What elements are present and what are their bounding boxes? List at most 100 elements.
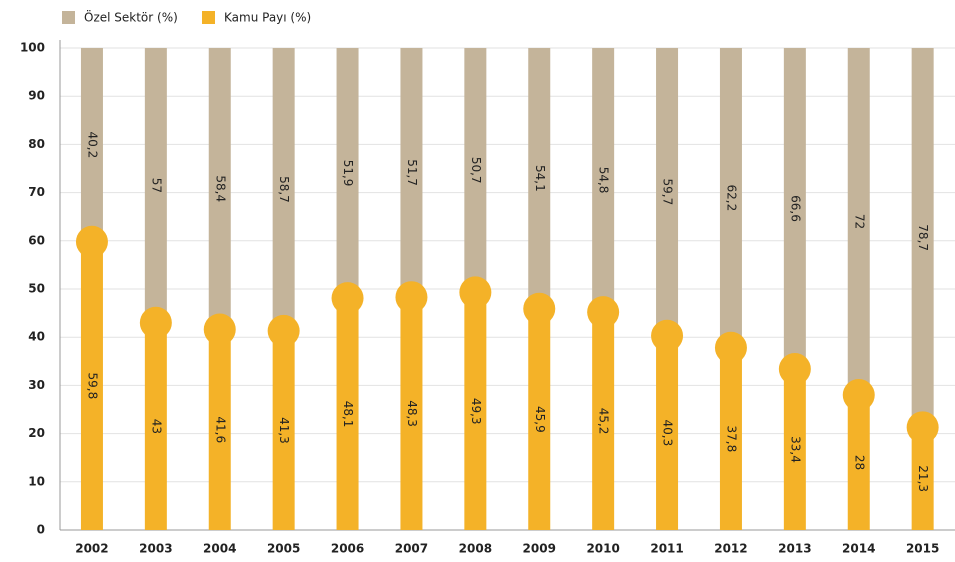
marker bbox=[587, 296, 620, 329]
bar-segment bbox=[911, 48, 934, 428]
legend-label: Özel Sektör (%) bbox=[84, 9, 178, 25]
value-label: 40,2 bbox=[85, 132, 99, 159]
value-label: 62,2 bbox=[724, 185, 738, 212]
legend-swatch bbox=[62, 11, 75, 24]
bar-segment bbox=[336, 48, 359, 299]
y-tick-label: 60 bbox=[28, 233, 45, 247]
bar-segment bbox=[719, 48, 742, 348]
value-label: 45,2 bbox=[597, 408, 611, 435]
y-tick-label: 0 bbox=[37, 523, 45, 537]
bar-segment bbox=[592, 312, 615, 530]
bar-segment bbox=[400, 48, 423, 298]
value-label: 50,7 bbox=[469, 157, 483, 184]
bar-segment bbox=[528, 48, 551, 309]
x-tick-label: 2007 bbox=[395, 542, 428, 556]
bar-segment bbox=[783, 369, 806, 530]
legend-swatch bbox=[202, 11, 215, 24]
bar-segment bbox=[80, 241, 103, 530]
x-tick-label: 2012 bbox=[714, 542, 747, 556]
x-tick-label: 2003 bbox=[139, 542, 172, 556]
value-label: 72 bbox=[852, 214, 866, 229]
value-label: 41,3 bbox=[277, 417, 291, 444]
x-tick-label: 2014 bbox=[842, 542, 875, 556]
y-tick-label: 100 bbox=[20, 41, 45, 55]
value-label: 37,8 bbox=[724, 426, 738, 453]
value-label: 48,1 bbox=[341, 401, 355, 428]
value-label: 66,6 bbox=[788, 195, 802, 222]
value-label: 51,7 bbox=[405, 159, 419, 186]
value-label: 51,9 bbox=[341, 160, 355, 187]
marker bbox=[139, 306, 172, 339]
bar-segment bbox=[464, 48, 487, 293]
x-tick-label: 2013 bbox=[778, 542, 811, 556]
marker bbox=[331, 282, 364, 315]
bar-segment bbox=[592, 48, 615, 313]
y-tick-label: 90 bbox=[28, 89, 45, 103]
value-label: 58,4 bbox=[213, 175, 227, 202]
value-label: 59,7 bbox=[661, 179, 675, 206]
x-tick-label: 2005 bbox=[267, 542, 300, 556]
bar-segment bbox=[464, 292, 487, 530]
x-tick-label: 2008 bbox=[459, 542, 492, 556]
marker bbox=[906, 411, 939, 444]
value-label: 57 bbox=[149, 178, 163, 193]
marker bbox=[203, 313, 236, 346]
marker bbox=[395, 281, 428, 314]
bar-segment bbox=[272, 48, 295, 331]
value-label: 28 bbox=[852, 455, 866, 470]
value-label: 54,8 bbox=[597, 167, 611, 194]
marker bbox=[267, 314, 300, 347]
x-tick-label: 2004 bbox=[203, 542, 236, 556]
x-tick-label: 2009 bbox=[523, 542, 556, 556]
marker bbox=[75, 225, 108, 258]
bar-segment bbox=[656, 335, 679, 530]
marker bbox=[459, 276, 492, 309]
bar-segment bbox=[528, 308, 551, 530]
marker bbox=[842, 379, 875, 412]
x-tick-label: 2006 bbox=[331, 542, 364, 556]
bar-segment bbox=[783, 48, 806, 370]
y-tick-label: 80 bbox=[28, 137, 45, 151]
bar-segment bbox=[80, 48, 103, 242]
bar-segment bbox=[400, 297, 423, 530]
marker bbox=[714, 331, 747, 364]
value-label: 58,7 bbox=[277, 176, 291, 203]
bar-segment bbox=[719, 347, 742, 530]
bar-segment bbox=[656, 48, 679, 336]
value-label: 49,3 bbox=[469, 398, 483, 425]
bar-segment bbox=[847, 395, 870, 530]
value-label: 78,7 bbox=[916, 224, 930, 251]
marker bbox=[651, 319, 684, 352]
value-label: 33,4 bbox=[788, 436, 802, 463]
bar-segment bbox=[336, 298, 359, 530]
y-tick-label: 20 bbox=[28, 426, 45, 440]
legend-label: Kamu Payı (%) bbox=[224, 11, 311, 25]
bar-segment bbox=[144, 322, 167, 530]
bar-segment bbox=[144, 48, 167, 323]
bar-segment bbox=[208, 329, 231, 530]
marker bbox=[523, 292, 556, 325]
value-label: 59,8 bbox=[85, 373, 99, 400]
x-tick-label: 2010 bbox=[586, 542, 619, 556]
bar-segment bbox=[208, 48, 231, 330]
bar-segment bbox=[272, 330, 295, 530]
x-tick-label: 2011 bbox=[650, 542, 683, 556]
y-tick-label: 50 bbox=[28, 282, 45, 296]
value-label: 43 bbox=[149, 419, 163, 434]
value-label: 41,6 bbox=[213, 416, 227, 443]
value-label: 48,3 bbox=[405, 400, 419, 427]
value-label: 54,1 bbox=[533, 165, 547, 192]
bar-segment bbox=[911, 427, 934, 530]
marker bbox=[778, 353, 811, 386]
y-tick-label: 40 bbox=[28, 330, 45, 344]
y-tick-label: 30 bbox=[28, 378, 45, 392]
x-tick-label: 2002 bbox=[75, 542, 108, 556]
y-tick-label: 10 bbox=[28, 474, 45, 488]
bar-segment bbox=[847, 48, 870, 396]
y-tick-label: 70 bbox=[28, 185, 45, 199]
value-label: 21,3 bbox=[916, 465, 930, 492]
value-label: 40,3 bbox=[661, 420, 675, 447]
value-label: 45,9 bbox=[533, 406, 547, 433]
x-tick-label: 2015 bbox=[906, 542, 939, 556]
